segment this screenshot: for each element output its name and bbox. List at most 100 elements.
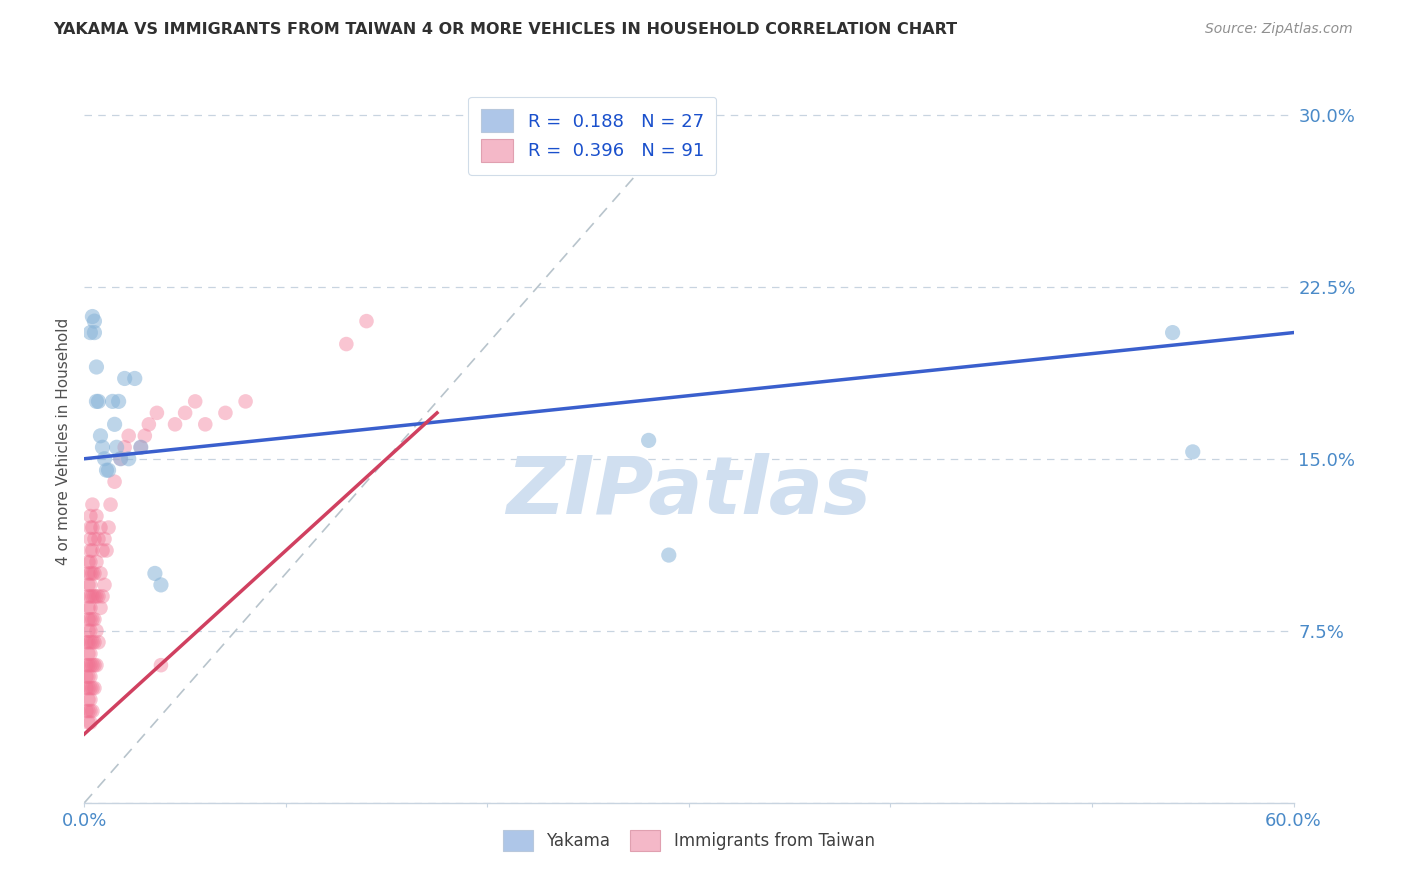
Point [82, 566, 104, 581]
Point [174, 406, 197, 420]
Point [86, 590, 108, 604]
Point [75, 658, 97, 673]
Point [93, 532, 115, 546]
Point [100, 498, 122, 512]
Point [79, 600, 101, 615]
Point [114, 440, 136, 454]
Point [86, 658, 108, 673]
Point [79, 566, 101, 581]
Point [77, 704, 100, 718]
Point [104, 475, 127, 489]
Point [87, 635, 110, 649]
Point [82, 520, 104, 534]
Point [91, 543, 114, 558]
Point [82, 310, 104, 324]
Point [124, 371, 146, 385]
Point [79, 670, 101, 684]
Point [79, 612, 101, 626]
Point [79, 715, 101, 730]
Point [89, 566, 111, 581]
Point [149, 578, 172, 592]
Point [96, 463, 118, 477]
Point [235, 394, 257, 409]
Point [77, 658, 100, 673]
Point [83, 612, 105, 626]
Point [83, 635, 105, 649]
Point [1181, 445, 1204, 459]
Point [149, 658, 172, 673]
Point [77, 635, 100, 649]
Point [129, 440, 152, 454]
Point [83, 532, 105, 546]
Point [637, 434, 659, 448]
Point [79, 692, 101, 706]
Point [82, 681, 104, 695]
Point [75, 635, 97, 649]
Point [101, 394, 124, 409]
Point [82, 635, 104, 649]
Point [82, 612, 104, 626]
Point [79, 326, 101, 340]
Legend: Yakama, Immigrants from Taiwan: Yakama, Immigrants from Taiwan [495, 822, 883, 860]
Point [89, 600, 111, 615]
Point [75, 670, 97, 684]
Point [110, 451, 132, 466]
Point [1161, 326, 1184, 340]
Point [79, 509, 101, 524]
Point [214, 406, 236, 420]
Point [77, 590, 100, 604]
Point [77, 670, 100, 684]
Point [86, 394, 108, 409]
Point [82, 658, 104, 673]
Point [118, 429, 141, 443]
Text: YAKAMA VS IMMIGRANTS FROM TAIWAN 4 OR MORE VEHICLES IN HOUSEHOLD CORRELATION CHA: YAKAMA VS IMMIGRANTS FROM TAIWAN 4 OR MO… [53, 22, 957, 37]
Point [77, 566, 100, 581]
Point [93, 578, 115, 592]
Point [93, 451, 115, 466]
Point [96, 543, 118, 558]
Point [83, 566, 105, 581]
Point [77, 692, 100, 706]
Point [134, 429, 156, 443]
Point [143, 566, 166, 581]
Point [83, 314, 105, 328]
Point [184, 394, 207, 409]
Point [83, 326, 105, 340]
Text: ZIPatlas: ZIPatlas [506, 453, 872, 531]
Point [77, 600, 100, 615]
Point [75, 704, 97, 718]
Point [114, 371, 136, 385]
Point [107, 394, 129, 409]
Point [146, 406, 169, 420]
Point [75, 681, 97, 695]
Point [82, 704, 104, 718]
Point [86, 555, 108, 569]
Point [79, 578, 101, 592]
Point [79, 520, 101, 534]
Point [335, 337, 357, 351]
Point [79, 543, 101, 558]
Point [77, 647, 100, 661]
Point [86, 624, 108, 638]
Y-axis label: 4 or more Vehicles in Household: 4 or more Vehicles in Household [56, 318, 72, 566]
Point [77, 681, 100, 695]
Point [110, 451, 132, 466]
Point [87, 590, 110, 604]
Point [86, 509, 108, 524]
Point [77, 612, 100, 626]
Point [79, 647, 101, 661]
Point [86, 359, 108, 374]
Point [129, 440, 152, 454]
Point [77, 624, 100, 638]
Point [82, 590, 104, 604]
Point [79, 624, 101, 638]
Point [77, 578, 100, 592]
Point [83, 681, 105, 695]
Point [105, 440, 128, 454]
Point [97, 520, 120, 534]
Point [658, 548, 681, 562]
Point [356, 314, 378, 328]
Point [79, 532, 101, 546]
Point [82, 498, 104, 512]
Point [165, 417, 187, 432]
